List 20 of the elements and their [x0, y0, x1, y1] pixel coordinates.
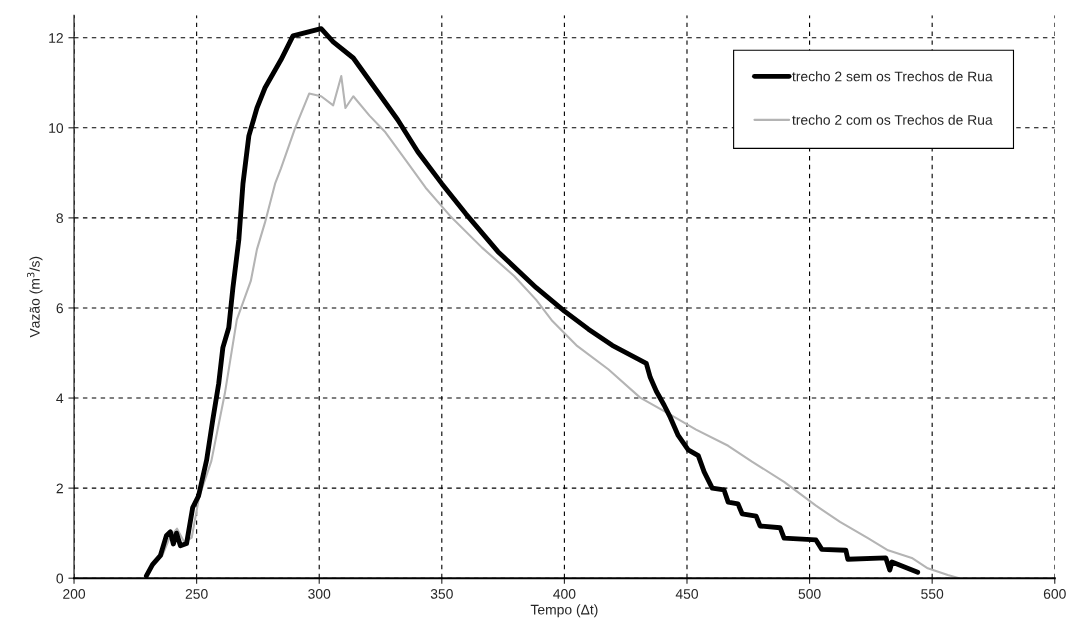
x-tick-label: 350 — [430, 588, 453, 599]
x-tick-label: 400 — [553, 588, 576, 599]
legend-label: trecho 2 sem os Trechos de Rua — [792, 71, 993, 82]
x-tick-label: 200 — [63, 588, 86, 599]
x-tick-label: 300 — [308, 588, 331, 599]
y-tick-label: 8 — [56, 213, 64, 224]
y-tick-label: 6 — [56, 303, 64, 314]
x-tick-label: 450 — [675, 588, 699, 599]
y-tick-label: 4 — [56, 393, 64, 404]
x-tick-label: 600 — [1043, 588, 1066, 599]
x-tick-label: 500 — [798, 588, 821, 599]
y-tick-label: 10 — [49, 123, 64, 133]
x-tick-label: 250 — [185, 588, 208, 599]
legend-label: trecho 2 com os Trechos de Rua — [792, 114, 993, 125]
y-tick-label: 0 — [56, 573, 64, 584]
x-tick-label: 550 — [921, 588, 944, 599]
y-axis-title: Vazão (m$^{3}$/s) — [27, 256, 43, 338]
x-axis-title: Tempo (Δt) — [530, 604, 598, 618]
y-tick-label: 2 — [56, 483, 63, 494]
y-tick-label: 12 — [49, 33, 63, 43]
